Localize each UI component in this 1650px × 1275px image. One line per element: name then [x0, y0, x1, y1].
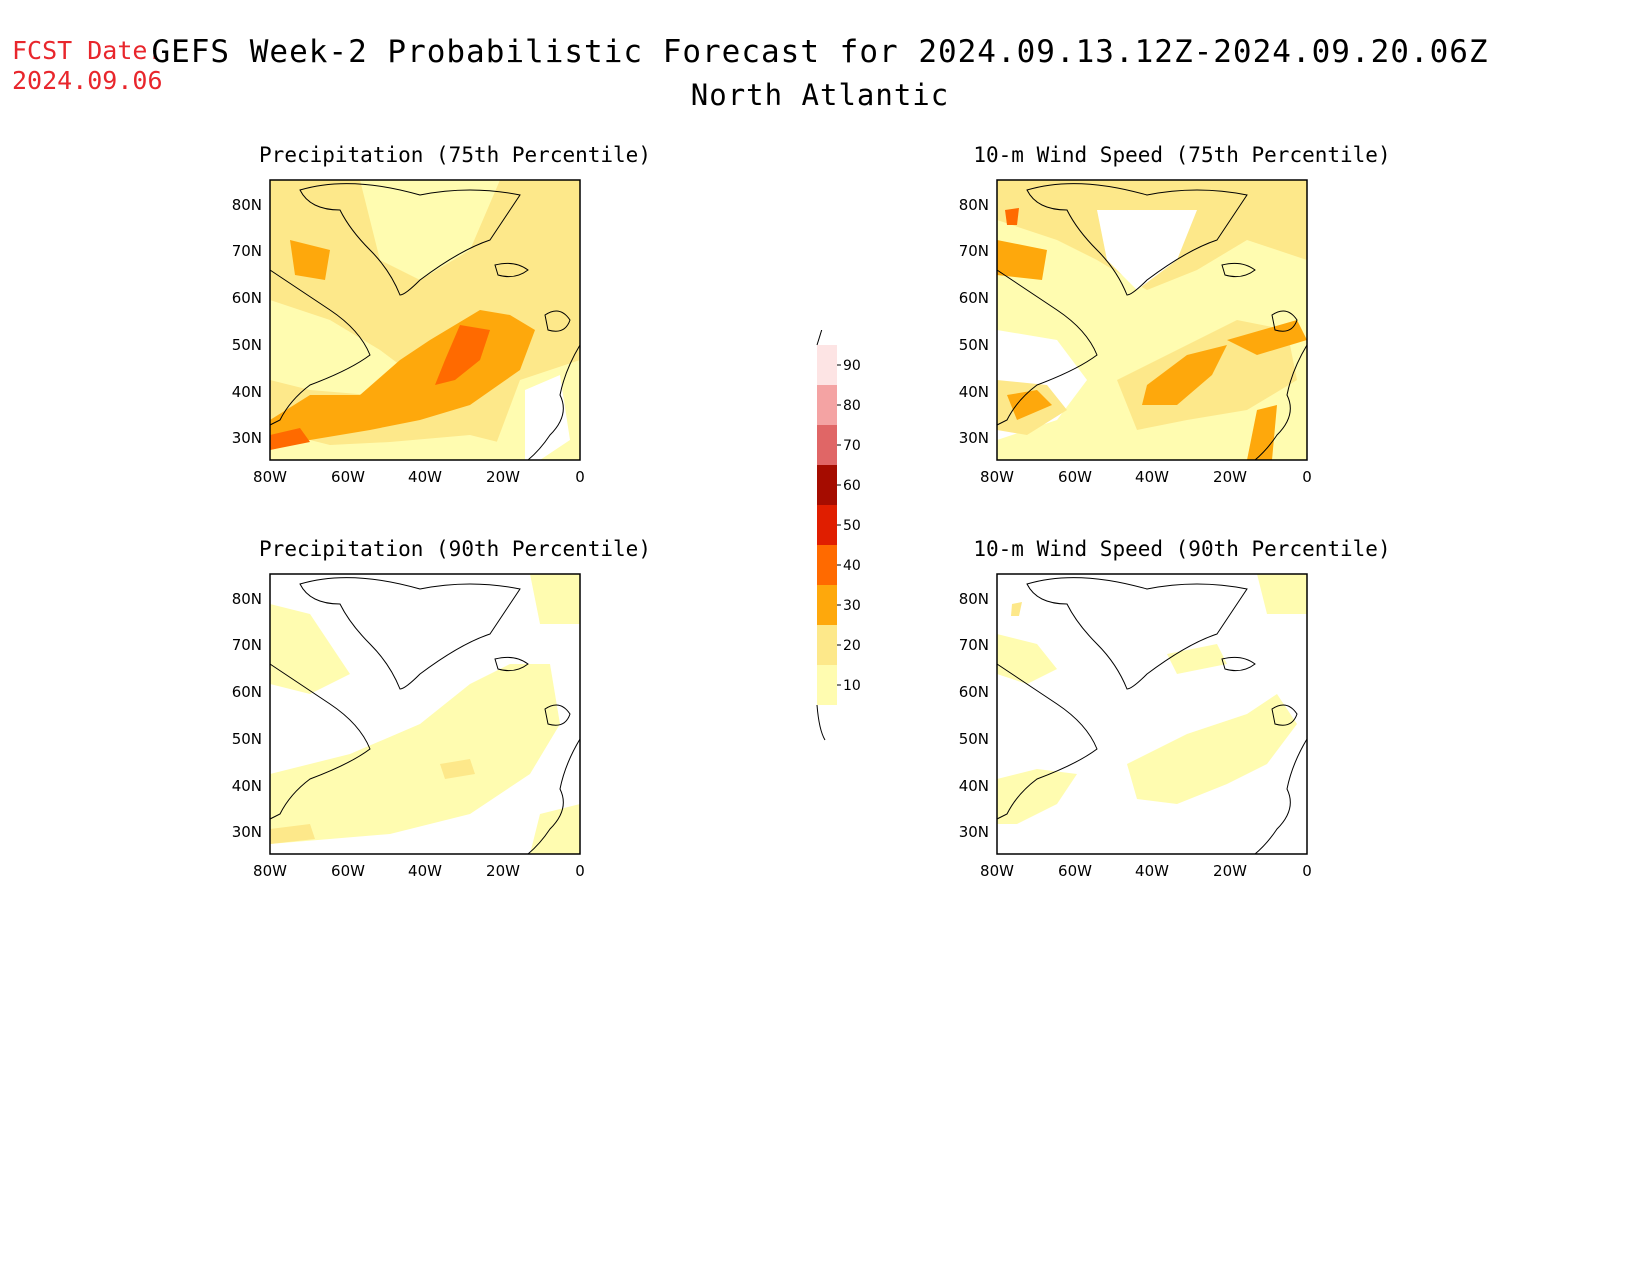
lat-label: 50N [232, 730, 262, 748]
forecast-date-label: FCST Date: 2024.09.06 [12, 36, 163, 96]
lon-label: 20W [1213, 862, 1247, 880]
lon-label: 40W [1135, 468, 1169, 486]
colorbar-level-label: 10 [843, 678, 861, 694]
lat-label: 70N [959, 242, 989, 260]
panel-title: Precipitation (90th Percentile) [259, 537, 651, 561]
lat-label: 40N [959, 383, 989, 401]
colorbar-labels: 10 20 30 40 50 60 70 80 90 [843, 358, 861, 694]
lon-label: 80W [980, 862, 1014, 880]
lat-label: 40N [232, 383, 262, 401]
lon-label: 40W [408, 862, 442, 880]
lon-label: 60W [331, 468, 365, 486]
colorbar-level-label: 30 [843, 598, 861, 614]
lat-label: 50N [959, 336, 989, 354]
map-wind-75: 80N 70N 60N 50N 40N 30N 80W 60W 40W 20W … [959, 179, 1312, 486]
lat-label: 30N [959, 429, 989, 447]
panel-wind-75: 10-m Wind Speed (75th Percentile) 80N 70… [952, 143, 1412, 523]
fcst-date-caption: FCST Date: [12, 36, 163, 65]
region-title: North Atlantic [690, 78, 950, 112]
panel-title: Precipitation (75th Percentile) [259, 143, 651, 167]
page-title: GEFS Week-2 Probabilistic Forecast for 2… [151, 34, 1489, 70]
lat-label: 80N [959, 590, 989, 608]
colorbar-level-label: 60 [843, 478, 861, 494]
colorbar: 10 20 30 40 50 60 70 80 90 [816, 330, 861, 741]
colorbar-swatch [817, 505, 837, 545]
lat-label: 80N [959, 196, 989, 214]
lon-label: 20W [1213, 468, 1247, 486]
lat-label: 70N [232, 242, 262, 260]
colorbar-level-label: 50 [843, 518, 861, 534]
colorbar-bottom-tip [816, 704, 826, 741]
panel-title: 10-m Wind Speed (75th Percentile) [973, 143, 1391, 167]
map-wind-90: 80N 70N 60N 50N 40N 30N 80W 60W 40W 20W … [959, 573, 1312, 880]
lon-label: 0 [1302, 862, 1312, 880]
map-precip-75: 80N 70N 60N 50N 40N 30N 80W 60W 40W 20W … [232, 179, 585, 486]
colorbar-swatch [817, 585, 837, 625]
colorbar-swatch [817, 625, 837, 665]
lat-label: 80N [232, 590, 262, 608]
panel-wind-90: 10-m Wind Speed (90th Percentile) 80N 70… [952, 537, 1412, 917]
lat-label: 70N [959, 636, 989, 654]
lon-label: 80W [980, 468, 1014, 486]
lat-label: 30N [959, 823, 989, 841]
colorbar-swatch [817, 665, 837, 705]
lat-label: 30N [232, 823, 262, 841]
colorbar-swatch [817, 465, 837, 505]
colorbar-top-tip [816, 330, 823, 346]
colorbar-level-label: 40 [843, 558, 861, 574]
lat-label: 60N [959, 289, 989, 307]
panel-precip-90: Precipitation (90th Percentile) 80N 70N … [225, 537, 685, 917]
lat-label: 40N [959, 777, 989, 795]
lon-label: 60W [1058, 862, 1092, 880]
lat-label: 50N [232, 336, 262, 354]
fcst-date-value: 2024.09.06 [12, 66, 163, 95]
lon-label: 40W [408, 468, 442, 486]
colorbar-swatch [817, 345, 837, 385]
lon-label: 40W [1135, 862, 1169, 880]
lat-label: 60N [232, 289, 262, 307]
lon-label: 20W [486, 468, 520, 486]
lon-label: 60W [331, 862, 365, 880]
lon-label: 0 [575, 862, 585, 880]
lat-label: 80N [232, 196, 262, 214]
lat-label: 70N [232, 636, 262, 654]
lon-label: 0 [1302, 468, 1312, 486]
lat-label: 40N [232, 777, 262, 795]
colorbar-swatch [817, 385, 837, 425]
lat-label: 50N [959, 730, 989, 748]
panel-precip-75: Precipitation (75th Percentile) 80N [225, 143, 685, 523]
colorbar-swatches [816, 330, 841, 741]
map-precip-90: 80N 70N 60N 50N 40N 30N 80W 60W 40W 20W … [232, 573, 585, 880]
colorbar-swatch [817, 425, 837, 465]
colorbar-level-label: 20 [843, 638, 861, 654]
lon-label: 80W [253, 862, 287, 880]
colorbar-level-label: 90 [843, 358, 861, 374]
lon-label: 20W [486, 862, 520, 880]
lon-label: 0 [575, 468, 585, 486]
colorbar-level-label: 80 [843, 398, 861, 414]
lat-label: 60N [959, 683, 989, 701]
colorbar-level-label: 70 [843, 438, 861, 454]
panel-title: 10-m Wind Speed (90th Percentile) [973, 537, 1391, 561]
colorbar-swatch [817, 545, 837, 585]
lon-label: 80W [253, 468, 287, 486]
lat-label: 60N [232, 683, 262, 701]
lon-label: 60W [1058, 468, 1092, 486]
lat-label: 30N [232, 429, 262, 447]
